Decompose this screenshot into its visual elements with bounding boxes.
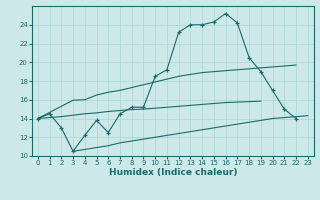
X-axis label: Humidex (Indice chaleur): Humidex (Indice chaleur) — [108, 168, 237, 177]
